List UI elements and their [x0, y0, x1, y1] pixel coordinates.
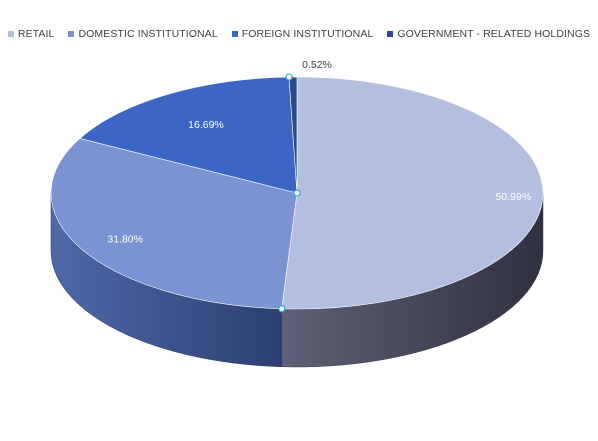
- chart-legend: RETAIL DOMESTIC INSTITUTIONAL FOREIGN IN…: [0, 28, 598, 40]
- legend-swatch: [387, 31, 394, 37]
- legend-label: FOREIGN INSTITUTIONAL: [241, 28, 374, 40]
- legend-item-domestic-institutional: DOMESTIC INSTITUTIONAL: [68, 28, 218, 40]
- legend-item-foreign-institutional: FOREIGN INSTITUTIONAL: [231, 28, 374, 40]
- data-label: 50.99%: [496, 191, 532, 203]
- legend-item-government-related-holdings: GOVERNMENT - RELATED HOLDINGS: [387, 28, 590, 40]
- legend-label: GOVERNMENT - RELATED HOLDINGS: [397, 28, 591, 40]
- pie-tops: [50, 76, 544, 310]
- legend-label: RETAIL: [17, 28, 55, 40]
- legend-label: DOMESTIC INSTITUTIONAL: [78, 28, 218, 40]
- data-label: 0.52%: [302, 59, 332, 71]
- data-label: 16.69%: [188, 119, 224, 131]
- selection-handle[interactable]: [293, 189, 301, 197]
- data-label: 31.80%: [107, 233, 143, 245]
- selection-handle[interactable]: [285, 73, 293, 81]
- pie-markers: [278, 73, 301, 313]
- slice-retail: [281, 76, 544, 310]
- slice-foreign-institutional: [79, 76, 298, 194]
- selection-handle[interactable]: [278, 305, 286, 313]
- legend-swatch: [231, 31, 238, 37]
- legend-swatch: [68, 31, 75, 37]
- slice-domestic-institutional: [50, 138, 298, 310]
- legend-swatch: [7, 31, 14, 37]
- legend-item-retail: RETAIL: [7, 28, 55, 40]
- pie-labels: 50.99% 31.80% 16.69% 0.52%: [107, 59, 531, 245]
